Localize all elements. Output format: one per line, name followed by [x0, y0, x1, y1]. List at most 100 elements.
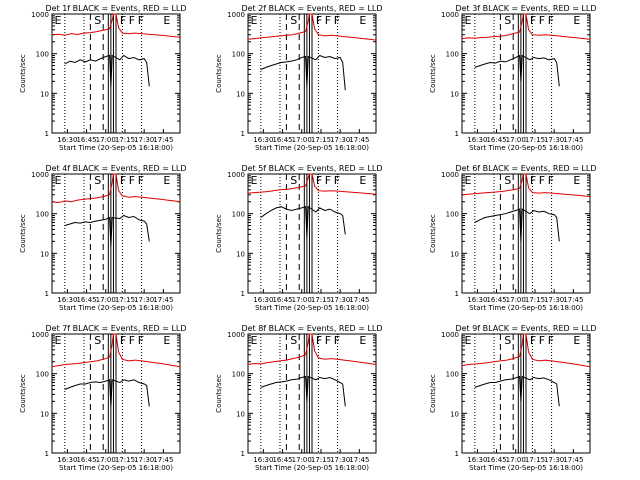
x-tick-label: 17:30 — [544, 456, 564, 464]
event-annotation: F — [334, 174, 340, 187]
y-axis-label: Counts/sec — [429, 214, 437, 253]
y-tick-label: 100 — [36, 211, 49, 219]
event-annotation: S — [94, 14, 101, 27]
event-annotation: E — [251, 334, 258, 347]
event-annotation: F — [316, 174, 322, 187]
panel-title: Det 6f BLACK = Events, RED = LLD — [455, 164, 596, 173]
event-annotation: E — [465, 174, 472, 187]
y-tick-label: 100 — [232, 51, 245, 59]
x-tick-label: 16:30 — [253, 136, 273, 144]
y-tick-label: 1000 — [227, 331, 245, 339]
x-tick-label: 17:30 — [134, 296, 154, 304]
series-line-lld — [247, 333, 377, 365]
x-tick-label: 17:30 — [544, 296, 564, 304]
y-axis-label: Counts/sec — [215, 374, 223, 413]
event-annotation: F — [129, 174, 135, 187]
event-annotation: E — [465, 14, 472, 27]
x-tick-label: 16:45 — [272, 456, 292, 464]
event-annotation: E — [573, 334, 580, 347]
series-line-lld — [247, 173, 377, 195]
x-axis-label: Start Time (20-Sep-05 16:18:00) — [255, 304, 369, 312]
y-tick-label: 1000 — [31, 171, 49, 179]
panel-4: Det 4f BLACK = Events, RED = LLD 1 10 100 10… — [19, 164, 187, 312]
x-tick-label: 17:00 — [96, 456, 116, 464]
event-annotation: F — [530, 174, 536, 187]
panel-title: Det 2f BLACK = Events, RED = LLD — [241, 4, 382, 13]
event-annotation: F — [325, 14, 331, 27]
event-annotation: E — [55, 14, 62, 27]
y-tick-label: 10 — [236, 90, 245, 98]
x-tick-label: 16:30 — [57, 296, 77, 304]
x-tick-label: 17:30 — [330, 456, 350, 464]
series-line-events — [474, 375, 560, 407]
x-tick-label: 17:30 — [544, 136, 564, 144]
x-axis-label: Start Time (20-Sep-05 16:18:00) — [255, 144, 369, 152]
x-tick-label: 16:45 — [272, 296, 292, 304]
x-tick-label: 17:00 — [506, 296, 526, 304]
panel-title: Det 1f BLACK = Events, RED = LLD — [45, 4, 186, 13]
x-axis-label: Start Time (20-Sep-05 16:18:00) — [59, 144, 173, 152]
y-tick-label: 1000 — [227, 11, 245, 19]
event-annotation: E — [251, 174, 258, 187]
y-tick-label: 100 — [232, 211, 245, 219]
event-annotation: F — [138, 14, 144, 27]
event-annotation: E — [465, 334, 472, 347]
x-axis-label: Start Time (20-Sep-05 16:18:00) — [469, 304, 583, 312]
x-tick-label: 17:00 — [506, 456, 526, 464]
x-tick-label: 17:00 — [292, 296, 312, 304]
x-tick-label: 16:45 — [76, 296, 96, 304]
event-annotation: F — [530, 334, 536, 347]
event-annotation: F — [316, 14, 322, 27]
x-tick-label: 17:15 — [525, 136, 545, 144]
y-tick-label: 10 — [450, 90, 459, 98]
y-tick-label: 10 — [40, 410, 49, 418]
series-line-events — [64, 54, 150, 87]
x-tick-label: 17:45 — [153, 456, 173, 464]
event-annotation: F — [548, 174, 554, 187]
event-annotation: E — [359, 174, 366, 187]
event-annotation: F — [539, 14, 545, 27]
event-annotation: F — [325, 174, 331, 187]
event-annotation: E — [55, 334, 62, 347]
x-tick-label: 16:30 — [467, 456, 487, 464]
event-annotation: F — [129, 14, 135, 27]
x-tick-label: 17:15 — [115, 456, 135, 464]
series-line-events — [64, 379, 150, 407]
y-tick-label: 1 — [455, 450, 459, 458]
event-annotation: F — [120, 174, 126, 187]
y-tick-label: 10 — [236, 250, 245, 258]
event-annotation: E — [251, 14, 258, 27]
y-axis-label: Counts/sec — [19, 374, 27, 413]
event-annotation: F — [138, 334, 144, 347]
series-line-events — [260, 205, 346, 238]
x-tick-label: 17:00 — [506, 136, 526, 144]
x-tick-label: 17:00 — [96, 136, 116, 144]
event-annotation: E — [55, 174, 62, 187]
event-annotation: F — [548, 14, 554, 27]
x-tick-label: 17:00 — [292, 456, 312, 464]
x-tick-label: 16:45 — [486, 296, 506, 304]
y-axis-label: Counts/sec — [429, 54, 437, 93]
event-annotation: F — [138, 174, 144, 187]
x-tick-label: 17:30 — [134, 456, 154, 464]
x-tick-label: 16:30 — [467, 296, 487, 304]
x-tick-label: 17:45 — [153, 136, 173, 144]
x-tick-label: 17:45 — [563, 456, 583, 464]
y-axis-label: Counts/sec — [19, 54, 27, 93]
y-axis-label: Counts/sec — [429, 374, 437, 413]
panel-3: Det 3f BLACK = Events, RED = LLD 1 10 100 10… — [429, 4, 597, 152]
y-tick-label: 100 — [232, 371, 245, 379]
panel-1: Det 1f BLACK = Events, RED = LLD 1 10 100 10… — [19, 4, 187, 152]
y-axis-label: Counts/sec — [215, 54, 223, 93]
y-tick-label: 1 — [241, 130, 245, 138]
x-axis-label: Start Time (20-Sep-05 16:18:00) — [469, 144, 583, 152]
x-tick-label: 16:30 — [253, 296, 273, 304]
event-annotation: E — [359, 14, 366, 27]
x-axis-label: Start Time (20-Sep-05 16:18:00) — [59, 464, 173, 472]
y-tick-label: 10 — [236, 410, 245, 418]
x-tick-label: 17:15 — [525, 456, 545, 464]
y-tick-label: 1 — [241, 450, 245, 458]
y-tick-label: 100 — [36, 371, 49, 379]
event-annotation: E — [163, 174, 170, 187]
y-tick-label: 1000 — [441, 11, 459, 19]
